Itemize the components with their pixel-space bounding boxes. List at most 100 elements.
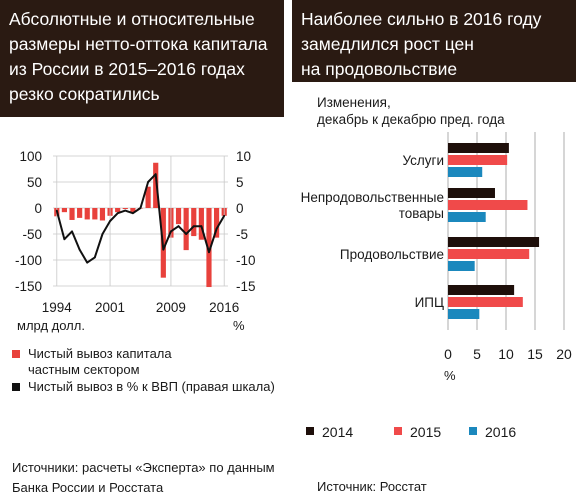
bar xyxy=(214,208,220,238)
line-point xyxy=(170,230,172,233)
title-line: Наиболее сильно в 2016 году xyxy=(301,9,542,29)
right-x-axis-unit: % xyxy=(444,368,456,383)
bar-2016 xyxy=(448,212,486,222)
bar-2014 xyxy=(448,285,515,295)
x-tick-label: 15 xyxy=(527,346,543,362)
legend-swatch-2016 xyxy=(469,427,477,435)
line-point xyxy=(200,225,203,228)
right-chart-title: Наиболее сильно в 2016 году замедлился р… xyxy=(292,0,576,82)
category-label: товары xyxy=(399,206,444,221)
category-label: Продовольствие xyxy=(340,247,444,262)
bar xyxy=(206,208,212,288)
legend-bars-label-line2: частным сектором xyxy=(28,362,140,377)
legend-swatch-line xyxy=(12,383,20,391)
left-y-tick-label: 50 xyxy=(27,175,42,190)
line-point xyxy=(86,261,89,264)
legend-swatch-2014 xyxy=(306,427,314,435)
bar-2014 xyxy=(448,188,495,198)
left-y-tick-label: 0 xyxy=(34,201,42,216)
line-point xyxy=(208,251,210,254)
line-point xyxy=(185,233,188,235)
line-point xyxy=(215,227,218,230)
line-point xyxy=(63,238,66,241)
title-line: на продовольствие xyxy=(301,59,458,79)
legend-swatch-bars xyxy=(12,350,20,358)
line-point xyxy=(192,225,195,228)
line-point xyxy=(177,225,180,228)
title-line: из России в 2015–2016 годах xyxy=(9,59,245,79)
x-tick-label: 5 xyxy=(473,346,481,362)
x-tick-label: 1994 xyxy=(42,300,73,315)
title-line: резко сократились xyxy=(9,84,160,104)
right-y-tick-label: 10 xyxy=(236,149,251,164)
bar xyxy=(77,208,83,218)
left-y-tick-label: -50 xyxy=(22,227,42,242)
bar xyxy=(122,208,128,210)
line-point xyxy=(147,181,150,183)
legend-swatch-2015 xyxy=(394,427,402,435)
bar-2015 xyxy=(448,200,528,210)
left-chart-title: Абсолютные и относительные размеры нетто… xyxy=(0,0,284,117)
bar xyxy=(69,208,75,220)
left-y-tick-label: -100 xyxy=(15,253,42,268)
x-tick-label: 20 xyxy=(556,346,572,362)
right-y-tick-label: 0 xyxy=(236,201,244,216)
legend-line-label: Чистый вывоз в % к ВВП (правая шкала) xyxy=(28,379,275,394)
x-tick-label: 0 xyxy=(444,346,452,362)
bar xyxy=(198,208,204,240)
bar-2016 xyxy=(448,309,480,319)
line-point xyxy=(78,248,81,251)
bar xyxy=(61,208,67,213)
category-label: ИПЦ xyxy=(415,295,444,310)
right-subtitle-line: Изменения, xyxy=(317,95,391,110)
line-point xyxy=(131,212,134,215)
right-y-tick-label: -10 xyxy=(236,253,256,268)
bar-2015 xyxy=(448,249,530,259)
x-tick-label: 2016 xyxy=(209,300,239,315)
bar xyxy=(191,208,197,237)
title-line: Абсолютные и относительные xyxy=(9,9,255,29)
left-source-line: Источники: расчеты «Эксперта» по данным xyxy=(12,460,275,475)
bar-2014 xyxy=(448,143,509,153)
line-point xyxy=(124,209,127,212)
legend-label: 2016 xyxy=(485,424,516,440)
bar-2015 xyxy=(448,297,523,307)
left-y-tick-label: -150 xyxy=(15,279,42,294)
line-point xyxy=(162,248,165,251)
right-y-tick-label: -15 xyxy=(236,279,256,294)
title-line: замедлился рост цен xyxy=(301,34,474,54)
category-label: Услуги xyxy=(402,153,444,168)
left-panel: Абсолютные и относительные размеры нетто… xyxy=(0,0,284,500)
bar xyxy=(175,208,182,225)
right-y-tick-label: -5 xyxy=(236,227,248,242)
bar xyxy=(92,208,98,220)
title-line: размеры нетто-оттока капитала xyxy=(9,34,268,54)
legend-bars-label-line1: Чистый вывоз капитала xyxy=(28,346,172,361)
line-point xyxy=(139,207,142,209)
bar xyxy=(115,208,121,213)
left-axis-unit: млрд долл. xyxy=(17,318,85,333)
legend-label: 2014 xyxy=(322,424,353,440)
x-tick-label: 2001 xyxy=(95,300,125,315)
bar-2014 xyxy=(448,237,540,247)
bar-2016 xyxy=(448,167,483,177)
left-source-line: Банка России и Росстата xyxy=(12,480,164,495)
line-point xyxy=(101,233,104,235)
category-label: Непродовольственные xyxy=(301,190,444,205)
right-y-tick-label: 5 xyxy=(236,175,244,190)
bar xyxy=(84,208,90,220)
line-point xyxy=(116,212,119,215)
bar xyxy=(153,162,159,208)
line-point xyxy=(154,173,157,176)
bar xyxy=(99,208,106,221)
line-point xyxy=(71,230,73,233)
line-point xyxy=(223,214,226,217)
bar-2015 xyxy=(448,155,508,165)
bar xyxy=(183,208,189,251)
right-source: Источник: Росстат xyxy=(317,479,427,494)
bar xyxy=(130,208,136,213)
bar xyxy=(145,186,151,208)
x-tick-label: 2009 xyxy=(156,300,186,315)
